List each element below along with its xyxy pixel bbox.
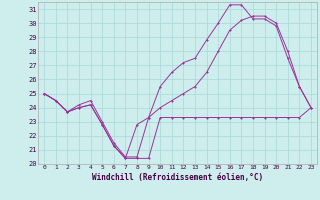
- X-axis label: Windchill (Refroidissement éolien,°C): Windchill (Refroidissement éolien,°C): [92, 173, 263, 182]
